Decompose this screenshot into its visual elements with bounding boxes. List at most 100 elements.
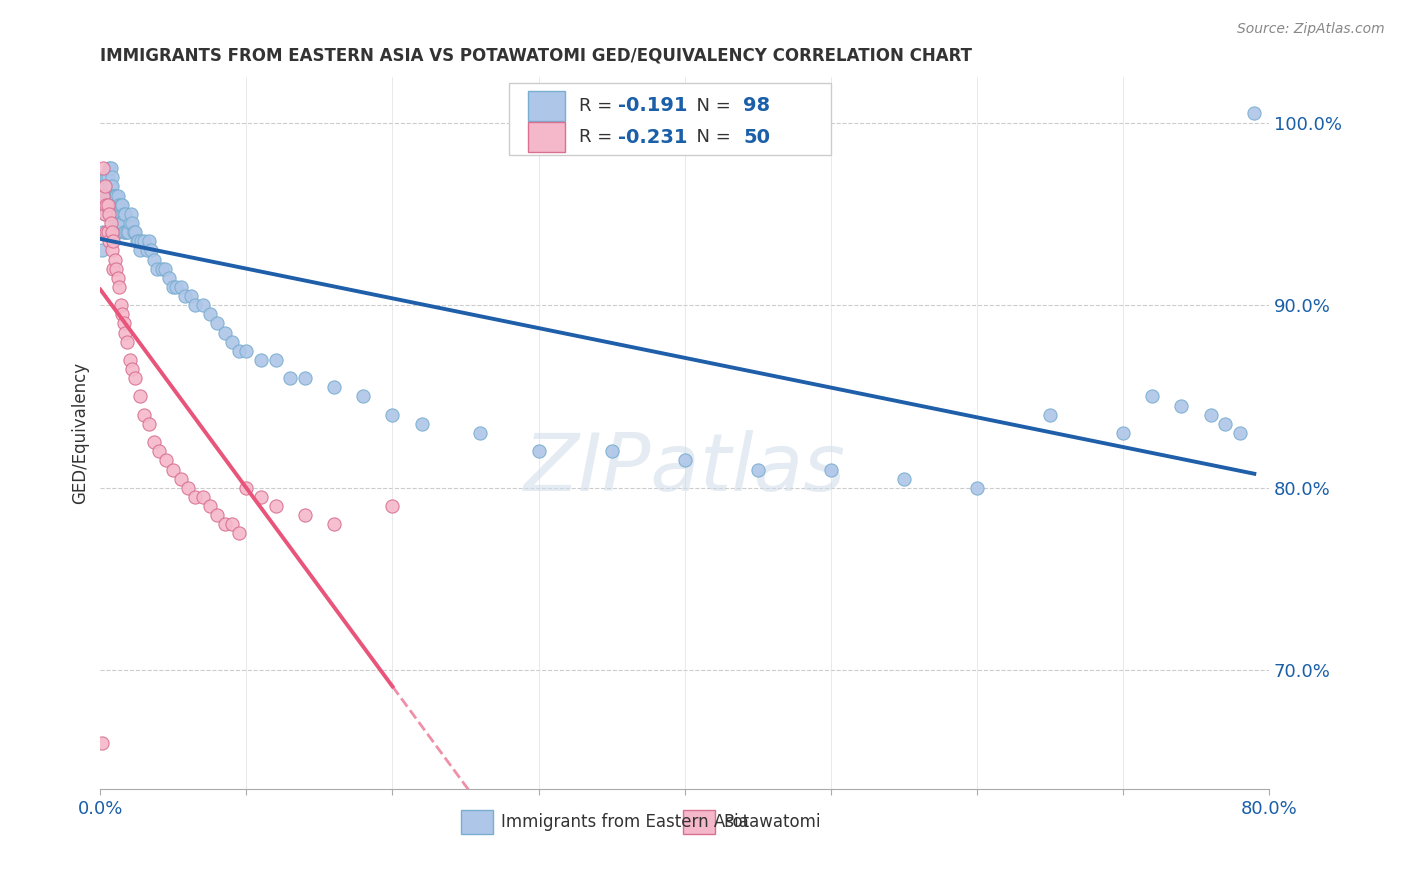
Point <box>108 280 131 294</box>
Point <box>96 170 118 185</box>
Point <box>600 444 623 458</box>
Point <box>134 234 156 248</box>
Point <box>136 244 159 258</box>
Point <box>103 261 125 276</box>
Text: ZIPatlas: ZIPatlas <box>523 430 845 508</box>
Point <box>157 270 180 285</box>
Point <box>107 225 129 239</box>
Point <box>1213 417 1236 431</box>
Text: -0.191: -0.191 <box>619 96 688 115</box>
Point <box>214 326 236 340</box>
Point <box>122 225 145 239</box>
Point <box>91 161 114 176</box>
Point <box>114 326 136 340</box>
Point <box>184 298 207 312</box>
Point <box>107 270 129 285</box>
Point <box>264 499 287 513</box>
Point <box>105 261 128 276</box>
Point <box>97 170 120 185</box>
Point <box>121 362 143 376</box>
Point <box>205 317 228 331</box>
Point <box>177 481 200 495</box>
Point <box>105 198 128 212</box>
Point <box>323 380 346 394</box>
Text: Immigrants from Eastern Asia: Immigrants from Eastern Asia <box>501 813 749 830</box>
Text: IMMIGRANTS FROM EASTERN ASIA VS POTAWATOMI GED/EQUIVALENCY CORRELATION CHART: IMMIGRANTS FROM EASTERN ASIA VS POTAWATO… <box>100 46 973 64</box>
Point <box>100 188 122 202</box>
Point <box>228 343 250 358</box>
Point <box>1243 106 1265 120</box>
Point <box>278 371 301 385</box>
Point <box>127 234 149 248</box>
Text: N =: N = <box>685 128 737 146</box>
Point <box>96 198 118 212</box>
Point <box>1140 389 1163 403</box>
Point <box>100 161 122 176</box>
Point <box>747 462 769 476</box>
Point <box>138 417 160 431</box>
Point <box>228 526 250 541</box>
FancyBboxPatch shape <box>529 122 565 153</box>
Point <box>111 307 134 321</box>
Point <box>162 280 184 294</box>
Point <box>91 188 114 202</box>
Point <box>115 225 138 239</box>
Point <box>221 517 243 532</box>
Point <box>146 261 169 276</box>
Point <box>250 490 273 504</box>
Point <box>1039 408 1062 422</box>
Point <box>143 435 166 450</box>
Point <box>104 198 127 212</box>
Point <box>294 371 316 385</box>
Point <box>323 517 346 532</box>
Y-axis label: GED/Equivalency: GED/Equivalency <box>72 362 89 504</box>
Point <box>235 481 257 495</box>
Text: N =: N = <box>685 97 737 115</box>
FancyBboxPatch shape <box>683 810 716 834</box>
Point <box>114 225 136 239</box>
Point <box>143 252 166 267</box>
Point <box>468 425 491 440</box>
Point <box>101 244 124 258</box>
Point <box>97 198 120 212</box>
Point <box>191 298 214 312</box>
Point <box>101 170 124 185</box>
Point <box>98 188 121 202</box>
Point <box>111 198 134 212</box>
Point <box>180 289 202 303</box>
Point <box>108 216 131 230</box>
Point <box>101 179 124 194</box>
Point <box>352 389 374 403</box>
Point <box>118 353 141 368</box>
Point <box>150 261 173 276</box>
Point <box>128 389 150 403</box>
Point <box>966 481 988 495</box>
Point <box>101 225 124 239</box>
Point <box>105 188 128 202</box>
Point <box>124 371 146 385</box>
Point <box>114 207 136 221</box>
Point <box>205 508 228 523</box>
Point <box>103 207 125 221</box>
FancyBboxPatch shape <box>509 83 831 155</box>
Point <box>381 499 404 513</box>
Point <box>115 334 138 349</box>
Point <box>411 417 433 431</box>
Text: R =: R = <box>579 97 619 115</box>
Point <box>103 234 125 248</box>
Point <box>134 408 156 422</box>
Point <box>96 179 118 194</box>
Point <box>90 736 112 750</box>
Text: -0.231: -0.231 <box>619 128 688 147</box>
Point <box>165 280 187 294</box>
Point <box>221 334 243 349</box>
Point <box>294 508 316 523</box>
Point <box>93 170 115 185</box>
Point <box>162 462 184 476</box>
Point <box>104 216 127 230</box>
Point <box>120 207 142 221</box>
Point <box>121 216 143 230</box>
Point <box>98 161 121 176</box>
Point <box>110 216 132 230</box>
Point <box>93 207 115 221</box>
